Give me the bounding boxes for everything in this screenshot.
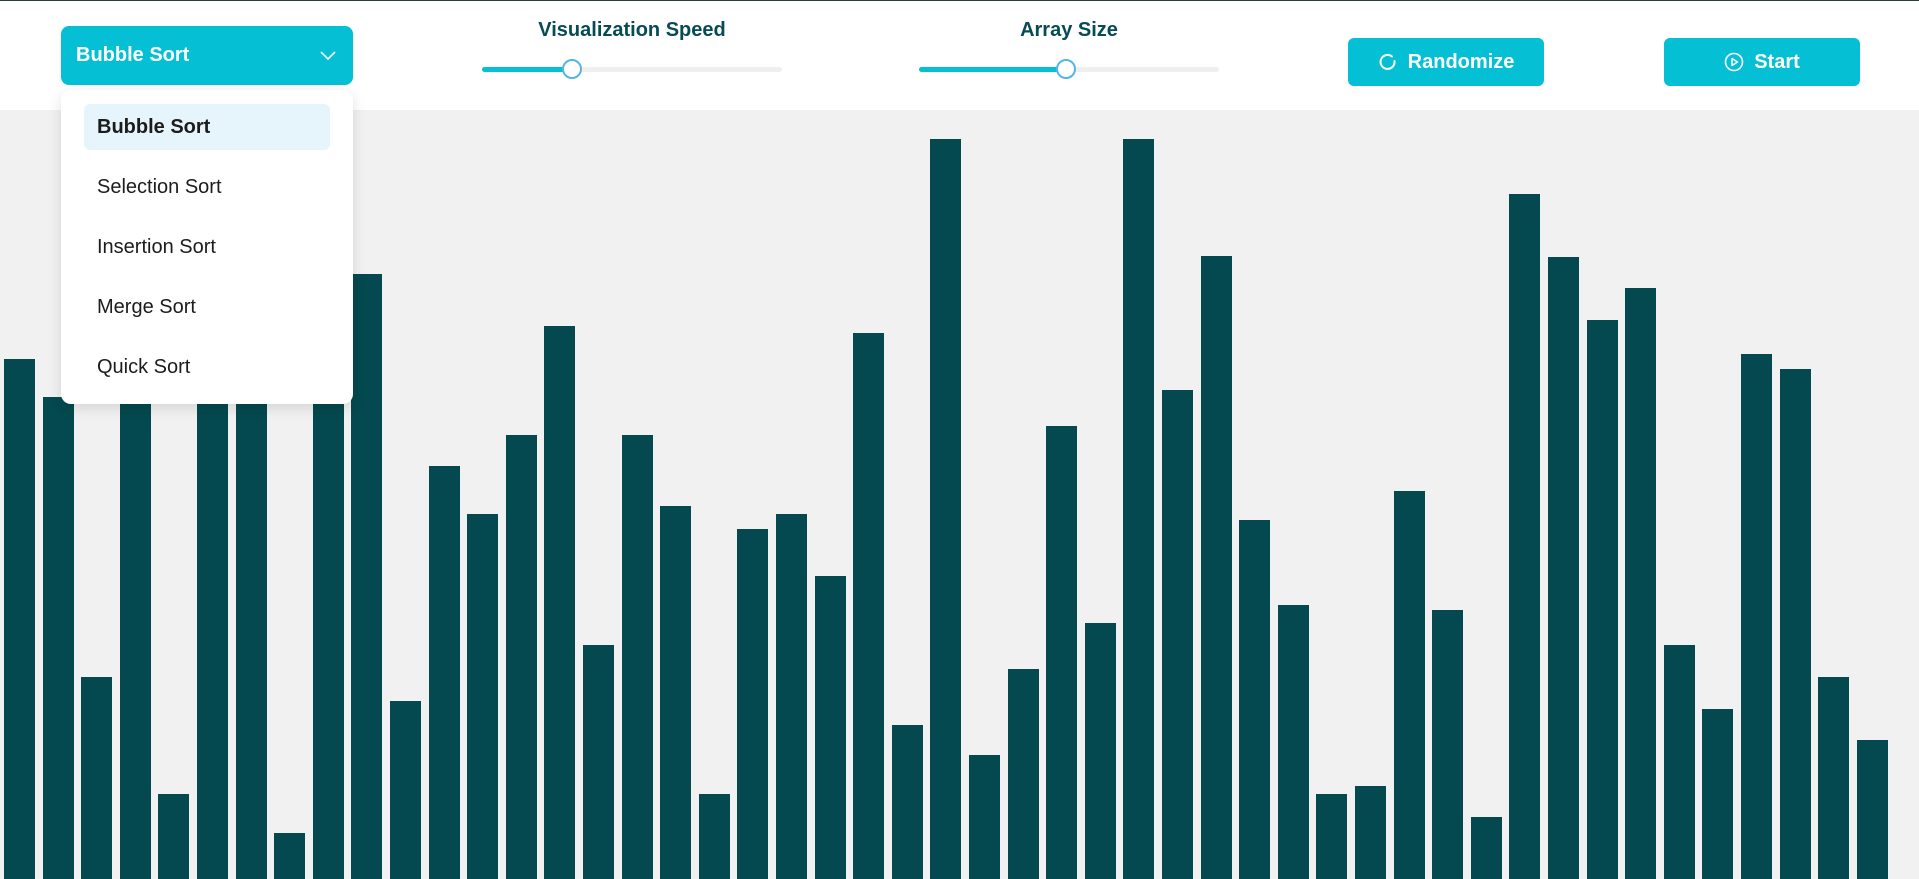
randomize-button[interactable]: Randomize [1348, 38, 1544, 86]
refresh-icon [1379, 53, 1396, 70]
dropdown-option-bubble-sort[interactable]: Bubble Sort [84, 104, 330, 150]
size-slider-fill [919, 67, 1066, 72]
array-bar [1857, 740, 1888, 879]
array-bar [4, 359, 35, 879]
array-bar [1394, 491, 1425, 879]
speed-slider-thumb[interactable] [562, 59, 582, 79]
array-bar [1278, 605, 1309, 879]
array-bar [467, 514, 498, 879]
array-bar [583, 645, 614, 879]
dropdown-option-merge-sort[interactable]: Merge Sort [97, 296, 196, 318]
dropdown-option-quick-sort[interactable]: Quick Sort [97, 356, 191, 378]
speed-slider-fill [482, 67, 572, 72]
array-bar [969, 755, 1000, 879]
size-slider-group: Array Size [919, 19, 1219, 79]
algorithm-select-label: Bubble Sort [76, 44, 190, 66]
array-bar [1239, 520, 1270, 879]
array-bar [660, 506, 691, 879]
array-bar [81, 677, 112, 879]
array-bar [1741, 354, 1772, 879]
array-bar [737, 529, 768, 879]
array-bar [544, 326, 575, 879]
array-bar [1123, 139, 1154, 879]
array-bar [1548, 257, 1579, 879]
size-slider-thumb[interactable] [1056, 59, 1076, 79]
array-bar [699, 794, 730, 879]
start-button[interactable]: Start [1664, 38, 1860, 86]
array-bar [390, 701, 421, 879]
array-bar [1780, 369, 1811, 879]
array-bar [622, 435, 653, 879]
array-bar [930, 139, 961, 879]
array-bar [1471, 817, 1502, 879]
array-bar [776, 514, 807, 879]
array-bar [351, 274, 382, 879]
array-bar [815, 576, 846, 879]
size-slider-label: Array Size [1020, 19, 1118, 41]
array-bar [120, 354, 151, 879]
array-bar [1085, 623, 1116, 879]
size-slider-track[interactable] [919, 59, 1219, 79]
dropdown-option-insertion-sort[interactable]: Insertion Sort [97, 236, 216, 258]
speed-slider-track[interactable] [482, 59, 782, 79]
array-bar [1587, 320, 1618, 879]
algorithm-select[interactable]: Bubble Sort [61, 26, 353, 85]
speed-slider-group: Visualization Speed [482, 19, 782, 79]
array-bar [1355, 786, 1386, 879]
array-bar [1432, 610, 1463, 879]
array-bar [1702, 709, 1733, 879]
array-bar [1046, 426, 1077, 879]
array-bar [1664, 645, 1695, 879]
randomize-button-label: Randomize [1407, 50, 1515, 73]
array-bar [506, 435, 537, 879]
array-bar [313, 384, 344, 879]
array-bar [429, 466, 460, 879]
array-bar [1008, 669, 1039, 879]
array-bar [43, 397, 74, 879]
array-bar [1509, 194, 1540, 879]
array-bar [197, 391, 228, 879]
array-bar [1818, 677, 1849, 879]
array-bar [1316, 794, 1347, 879]
algorithm-dropdown-menu: Bubble Sort Selection Sort Insertion Sor… [61, 90, 353, 404]
start-button-label: Start [1754, 50, 1800, 73]
array-bar [1201, 256, 1232, 879]
speed-slider-label: Visualization Speed [538, 19, 726, 41]
dropdown-option-selection-sort[interactable]: Selection Sort [97, 176, 222, 198]
play-circle-icon [1724, 52, 1744, 72]
array-bar [1162, 390, 1193, 879]
array-bar [158, 794, 189, 879]
array-bar [853, 333, 884, 879]
chevron-down-icon [320, 51, 336, 61]
array-bar [274, 833, 305, 879]
array-bar [892, 725, 923, 879]
array-bar [1625, 288, 1656, 879]
